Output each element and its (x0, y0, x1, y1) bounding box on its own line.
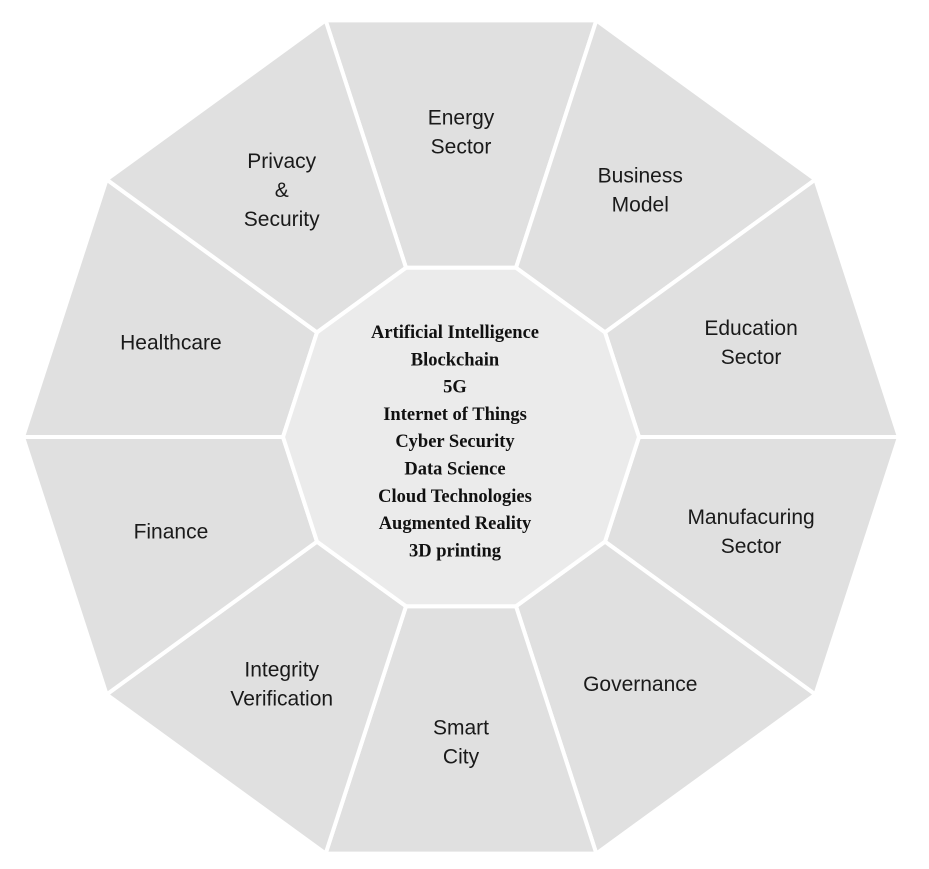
segment-label-line: Verification (230, 687, 333, 710)
center-technology-item: Artificial Intelligence (371, 323, 539, 343)
segment-label-manufacuring-sector: Manufacuring Sector (687, 506, 814, 558)
segment-label-line: Education (704, 317, 797, 340)
segment-label-line: Sector (721, 535, 782, 558)
segment-label-education-sector: Education Sector (704, 317, 797, 369)
segment-label-governance: Governance (583, 673, 697, 696)
segment-label-integrity-verification: Integrity Verification (230, 658, 333, 710)
center-technology-item: 3D printing (409, 541, 502, 561)
segment-label-line: Manufacuring (687, 506, 814, 529)
center-hub (280, 265, 642, 609)
segment-label-business-model: Business Model (598, 165, 683, 217)
center-technology-item: Internet of Things (383, 405, 527, 425)
center-technology-item: Blockchain (411, 350, 500, 370)
segment-label-group: Energy Sector Business Model Education Sector… (120, 107, 815, 769)
segment-label-line: Sector (721, 346, 782, 369)
segment-label-finance: Finance (134, 520, 209, 543)
center-technology-item: Cyber Security (395, 432, 515, 452)
segment-label-line: Governance (583, 673, 697, 696)
segment-label-healthcare: Healthcare (120, 332, 222, 355)
segment-label-line: Privacy (247, 150, 316, 173)
segment-label-energy-sector: Energy Sector (428, 107, 495, 159)
center-technology-item: Cloud Technologies (378, 487, 532, 507)
segment-label-line: Security (244, 208, 320, 231)
segment-label-smart-city: Smart City (433, 717, 489, 769)
segment-label-privacy-security: Privacy & Security (244, 150, 320, 231)
segment-label-line: Business (598, 165, 683, 188)
segment-label-line: Sector (431, 136, 492, 159)
center-technology-item: Augmented Reality (379, 514, 532, 534)
segment-label-line: Energy (428, 107, 495, 130)
segment-label-line: Model (612, 194, 669, 217)
segment-label-line: Finance (134, 520, 209, 543)
center-technology-item: 5G (443, 378, 467, 398)
segment-label-line: Healthcare (120, 332, 222, 355)
segment-group (20, 17, 902, 857)
segment-label-line: & (275, 179, 289, 202)
center-technology-item: Data Science (404, 460, 505, 480)
segment-label-line: Integrity (244, 658, 319, 681)
segment-label-line: City (443, 746, 480, 769)
center-technology-list: Artificial Intelligence Blockchain 5G Inter… (371, 323, 539, 561)
segment-label-line: Smart (433, 717, 489, 740)
